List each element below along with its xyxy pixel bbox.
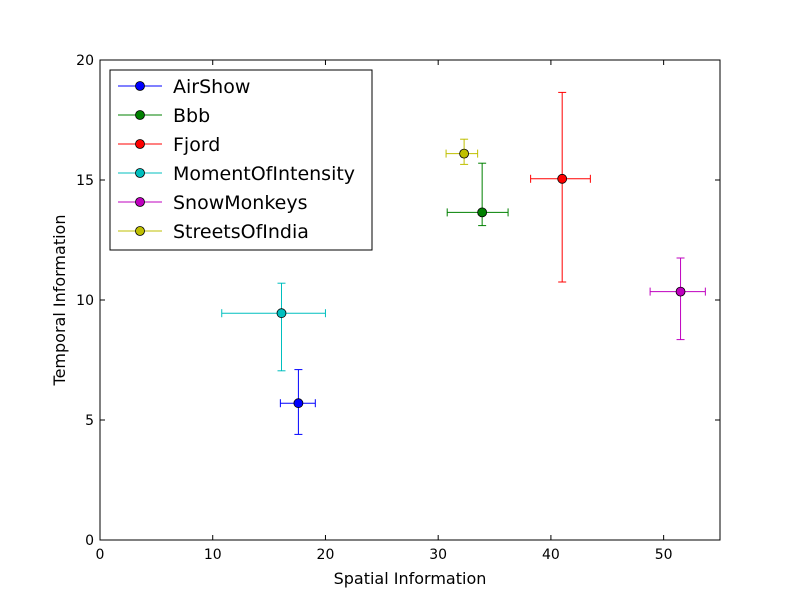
legend-item: AirShow bbox=[118, 76, 250, 98]
legend-item: Bbb bbox=[118, 105, 210, 127]
legend-marker bbox=[135, 110, 145, 120]
series-SnowMonkeys bbox=[649, 257, 706, 341]
x-tick-label: 30 bbox=[429, 547, 447, 563]
data-point bbox=[477, 207, 488, 218]
x-axis-ticks: 0 10 20 30 40 50 bbox=[96, 60, 673, 563]
series-MomentOfIntensity bbox=[221, 282, 326, 372]
x-axis-label: Spatial Information bbox=[334, 569, 487, 588]
legend-marker bbox=[135, 81, 145, 91]
series-Bbb bbox=[446, 162, 509, 227]
legend-label: Bbb bbox=[173, 105, 210, 127]
legend-label: MomentOfIntensity bbox=[173, 163, 355, 185]
data-point bbox=[459, 148, 470, 159]
y-tick-label: 0 bbox=[85, 533, 94, 549]
legend-marker bbox=[135, 197, 145, 207]
legend-item: StreetsOfIndia bbox=[118, 221, 309, 243]
plot-area bbox=[221, 91, 706, 435]
series-Fjord bbox=[530, 91, 591, 283]
legend-label: StreetsOfIndia bbox=[173, 221, 309, 243]
y-tick-label: 10 bbox=[76, 293, 94, 309]
legend-marker bbox=[135, 139, 145, 149]
data-point bbox=[276, 308, 287, 319]
x-tick-label: 0 bbox=[96, 547, 105, 563]
legend-label: AirShow bbox=[173, 76, 250, 98]
y-tick-label: 15 bbox=[76, 173, 94, 189]
x-tick-label: 10 bbox=[204, 547, 222, 563]
legend-box bbox=[109, 69, 373, 251]
y-tick-label: 5 bbox=[85, 413, 94, 429]
series-AirShow bbox=[279, 369, 316, 435]
x-tick-label: 20 bbox=[317, 547, 335, 563]
series-StreetsOfIndia bbox=[445, 138, 479, 165]
legend: AirShow Bbb Fjord MomentOfIntensity SnowMonk… bbox=[109, 69, 373, 251]
legend-label: SnowMonkeys bbox=[173, 192, 307, 214]
data-point bbox=[293, 398, 304, 409]
y-axis-label: Temporal Information bbox=[50, 215, 69, 387]
data-point bbox=[557, 173, 568, 184]
y-axis-ticks: 0 5 10 15 20 bbox=[76, 53, 720, 549]
x-tick-label: 40 bbox=[542, 547, 560, 563]
legend-label: Fjord bbox=[173, 134, 220, 156]
x-tick-label: 50 bbox=[655, 547, 673, 563]
legend-item: SnowMonkeys bbox=[118, 192, 307, 214]
legend-item: MomentOfIntensity bbox=[118, 163, 355, 185]
legend-marker bbox=[135, 168, 145, 178]
legend-marker bbox=[135, 226, 145, 236]
legend-item: Fjord bbox=[118, 134, 220, 156]
y-tick-label: 20 bbox=[76, 53, 94, 69]
axes: 0 10 20 30 40 50 0 5 10 15 20 Spatial Information… bbox=[50, 53, 721, 588]
data-point bbox=[675, 286, 686, 297]
